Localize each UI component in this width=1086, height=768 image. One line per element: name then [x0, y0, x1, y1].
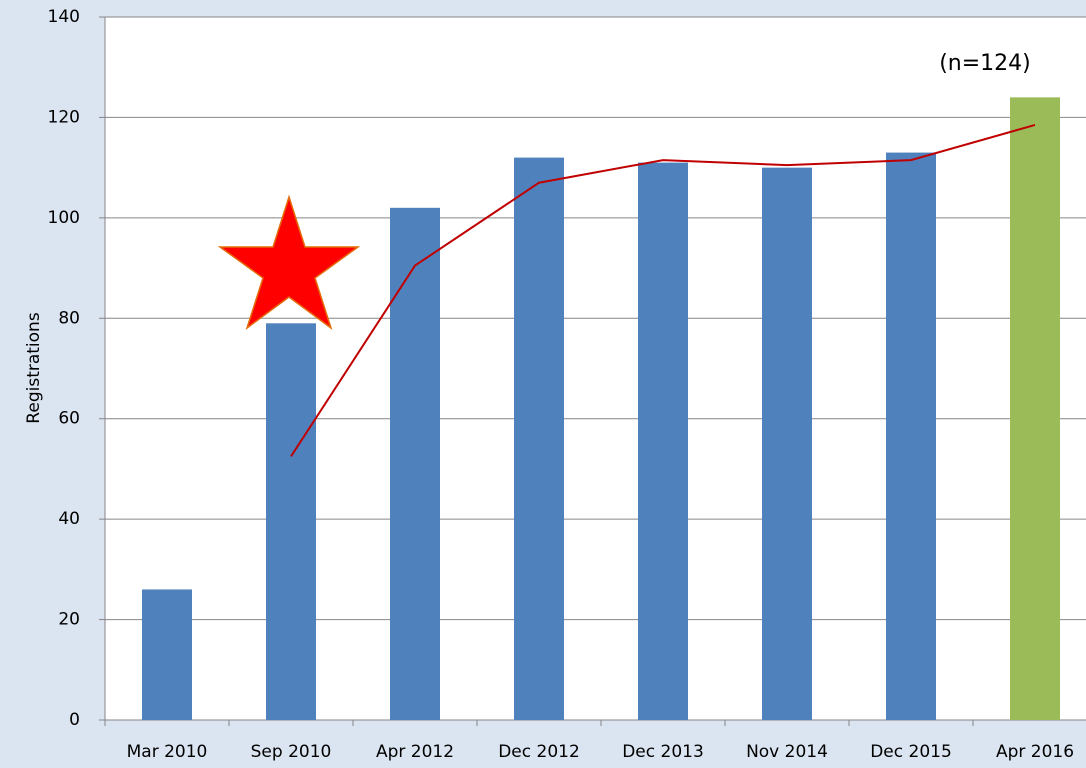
star [217, 194, 361, 330]
x-tick-label: Apr 2012 [376, 742, 454, 762]
bar [514, 157, 564, 721]
x-tick-label: Dec 2012 [498, 742, 580, 762]
x-tick-label: Sep 2010 [251, 742, 332, 762]
x-tick-label: Mar 2010 [127, 742, 208, 762]
bar [638, 162, 688, 720]
bar [886, 152, 936, 721]
bar [1010, 97, 1060, 721]
bar [142, 589, 192, 720]
x-tick-label: Dec 2015 [870, 742, 952, 762]
y-tick-label: 40 [58, 509, 80, 529]
plot-area [105, 17, 1086, 720]
bar [266, 323, 316, 720]
bar [762, 167, 812, 721]
y-axis-label: Registrations [24, 312, 44, 424]
y-tick-label: 60 [58, 409, 80, 429]
y-tick-label: 140 [48, 7, 80, 27]
x-tick-label: Nov 2014 [746, 742, 828, 762]
y-tick-label: 20 [58, 610, 80, 630]
trend-line [290, 123, 1036, 457]
bar [390, 207, 440, 721]
y-tick-label: 0 [69, 710, 80, 730]
x-tick-label: Apr 2016 [996, 742, 1074, 762]
x-tick-label: Dec 2013 [622, 742, 704, 762]
y-tick-label: 80 [58, 308, 80, 328]
y-tick-label: 100 [48, 208, 80, 228]
annotation: (n=124) [939, 51, 1031, 76]
y-tick-label: 120 [48, 107, 80, 127]
